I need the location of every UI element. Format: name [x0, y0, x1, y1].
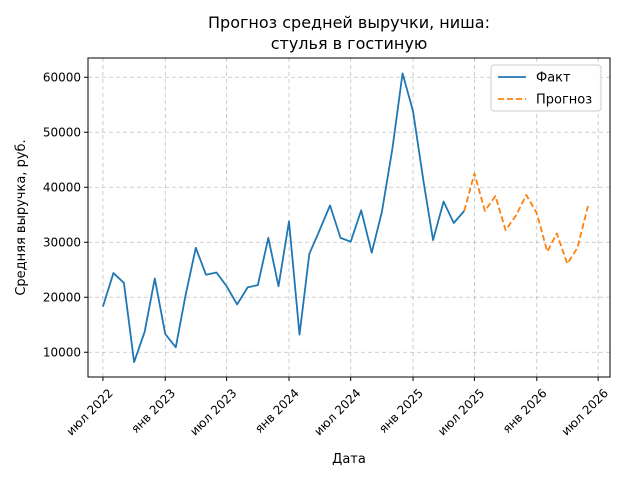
series-layer	[102, 72, 589, 364]
x-tick-label: янв 2023	[128, 386, 178, 436]
y-tick-label: 30000	[43, 235, 81, 249]
x-tick-label: янв 2026	[500, 386, 550, 436]
legend-label: Факт	[536, 71, 571, 86]
series-line-forecast	[463, 172, 589, 265]
y-axis-ticks: 10000 20000 30000 40000 50000 60000	[43, 70, 88, 359]
x-tick-label: янв 2024	[252, 386, 302, 436]
plot-frame	[87, 57, 611, 378]
x-tick-label: июл 2026	[559, 386, 611, 438]
y-axis-label: Средняя выручка, руб.	[14, 139, 29, 295]
x-tick-label: июл 2022	[64, 386, 116, 438]
x-axis-ticks: июл 2022 янв 2023 июл 2023 янв 2024 июл 2024…	[64, 377, 611, 438]
x-tick-label: июл 2024	[311, 386, 363, 438]
chart-title-line: Прогноз средней выручки, ниша:	[208, 13, 490, 32]
chart-title-line: стулья в гостиную	[271, 34, 428, 53]
y-tick-label: 10000	[43, 345, 81, 359]
x-axis-label: Дата	[332, 452, 366, 467]
legend-label: Прогноз	[536, 93, 592, 108]
legend: Факт Прогноз	[490, 64, 602, 112]
chart-title: Прогноз средней выручки, ниша: стулья в г…	[208, 13, 490, 53]
y-tick-label: 20000	[43, 290, 81, 304]
grid	[88, 58, 610, 377]
x-tick-label: июл 2025	[435, 386, 487, 438]
x-tick-label: янв 2025	[376, 386, 426, 436]
series-line-actual	[102, 72, 465, 364]
y-tick-label: 60000	[43, 70, 81, 84]
x-tick-label: июл 2023	[187, 386, 239, 438]
y-tick-label: 40000	[43, 180, 81, 194]
y-tick-label: 50000	[43, 125, 81, 139]
